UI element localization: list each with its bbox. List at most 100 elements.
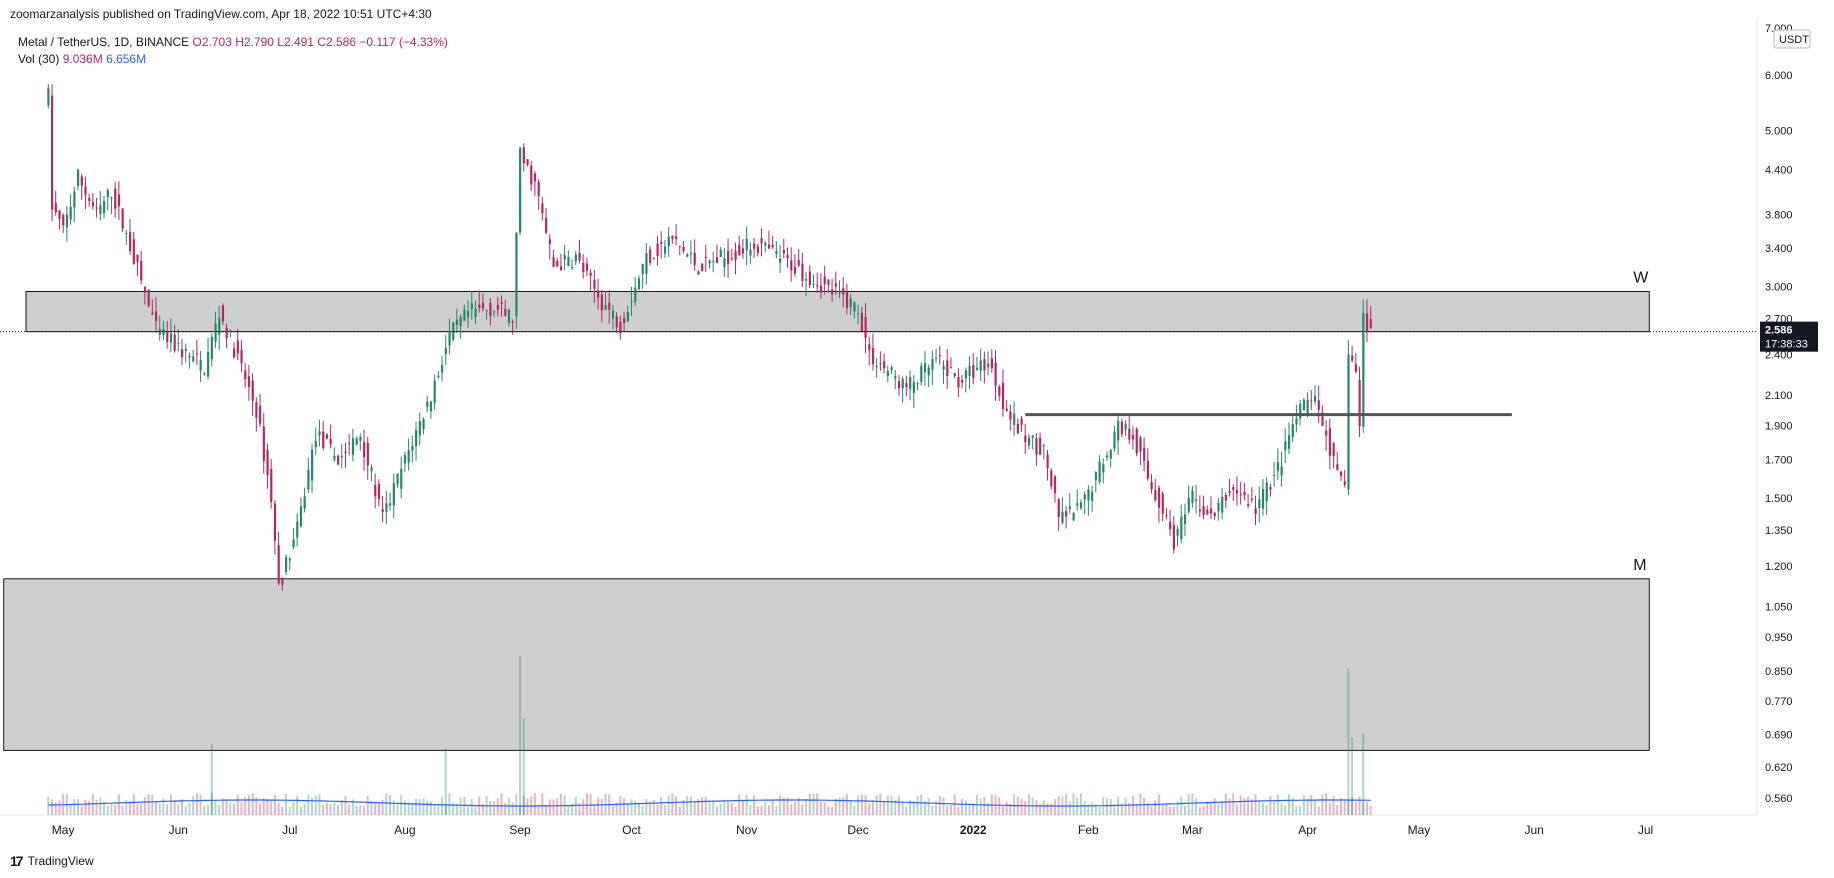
volume-bar: [938, 795, 941, 815]
volume-bar: [299, 806, 302, 815]
candle-body: [236, 340, 239, 354]
volume-bar: [968, 804, 971, 815]
candle-body: [522, 147, 525, 164]
volume-bar: [1180, 796, 1183, 815]
candle-body: [348, 442, 351, 444]
candle-body: [184, 348, 187, 351]
candle-body: [121, 208, 124, 229]
candle-body: [894, 376, 897, 379]
volume-bar: [905, 806, 908, 815]
candle-body: [723, 258, 726, 268]
candle-body: [500, 302, 503, 304]
candle-body: [1206, 509, 1209, 515]
volume-bar: [1053, 799, 1056, 815]
candle-body: [1113, 431, 1116, 449]
candle-body: [1013, 413, 1016, 426]
volume-bar: [552, 799, 555, 815]
volume-bar: [1128, 803, 1131, 815]
candle-body: [463, 309, 466, 321]
volume-bar: [845, 793, 848, 815]
volume-bar: [972, 804, 975, 815]
candle-body: [188, 355, 191, 358]
volume-bar: [1150, 805, 1153, 815]
volume-bar: [1228, 798, 1231, 815]
volume-bar: [1221, 801, 1224, 815]
candle-body: [88, 197, 91, 201]
candle-body: [444, 347, 447, 355]
volume-bar: [823, 802, 826, 815]
volume-bar: [935, 801, 938, 815]
candle-body: [864, 316, 867, 338]
candle-body: [1317, 400, 1320, 410]
candle-body: [1239, 494, 1242, 496]
candle-body: [62, 215, 65, 226]
volume-bar: [363, 806, 366, 815]
candle-body: [916, 383, 919, 385]
volume-bar: [957, 806, 960, 815]
volume-bar: [730, 802, 733, 815]
price-tick-label: 0.770: [1765, 696, 1793, 708]
candle-body: [623, 318, 626, 323]
candle-body: [1035, 438, 1038, 455]
candle-body: [585, 263, 589, 271]
symbol-label[interactable]: Metal / TetherUS, 1D, BINANCE: [18, 35, 190, 49]
volume-bar: [656, 805, 659, 815]
volume-bar: [158, 803, 161, 815]
candle-body: [741, 248, 745, 254]
volume-bar: [1169, 806, 1172, 815]
candle-body: [103, 201, 106, 214]
candle-body: [470, 303, 473, 310]
candle-body: [314, 441, 317, 448]
candle-body: [556, 260, 559, 267]
candle-body: [1328, 428, 1332, 456]
volume-bar: [522, 795, 525, 815]
candle-body: [1061, 511, 1064, 523]
candle-body: [779, 258, 782, 263]
volume-bar: [470, 799, 473, 815]
volume-bar: [1235, 804, 1238, 815]
volume-bar: [1354, 802, 1357, 815]
volume-bar: [1265, 804, 1268, 815]
candle-body: [571, 267, 574, 269]
candle-body: [1102, 464, 1105, 473]
volume-bar: [236, 795, 239, 815]
candle-body: [1120, 421, 1124, 434]
volume-bar: [203, 805, 206, 815]
volume-bar: [88, 801, 91, 815]
candle-body: [953, 373, 956, 376]
change-value: −0.117 (−4.33%): [359, 35, 448, 49]
candle-body: [381, 509, 384, 512]
volume-bar: [1243, 797, 1246, 815]
candle-body: [1258, 499, 1261, 509]
price-tick-label: 2.100: [1765, 390, 1793, 402]
candle-body: [935, 357, 938, 359]
candle-body: [474, 308, 477, 318]
candle-body: [957, 377, 960, 388]
volume-bar: [459, 797, 462, 815]
price-tick-label: 1.900: [1765, 421, 1793, 433]
volume-bar: [734, 806, 737, 815]
volume-bar: [288, 806, 291, 815]
volume-bar: [481, 803, 484, 815]
volume-bar: [548, 799, 551, 815]
candle-body: [626, 312, 629, 322]
volume-bar: [786, 797, 789, 815]
time-tick-label: Oct: [622, 823, 641, 837]
volume-label[interactable]: Vol (30): [18, 52, 60, 66]
candle-body: [359, 436, 362, 441]
volume-bar: [1213, 798, 1216, 815]
candle-body: [975, 367, 979, 370]
volume-bar: [1269, 796, 1272, 815]
volume-bar: [418, 799, 421, 815]
candle-body: [311, 449, 314, 481]
volume-bar: [1120, 804, 1123, 815]
volume-bar: [637, 803, 640, 815]
volume-bar: [515, 794, 518, 815]
candle-body: [203, 373, 206, 375]
candle-body: [1176, 528, 1179, 536]
candle-body: [730, 258, 733, 260]
candle-body: [548, 239, 551, 244]
volume-bar: [630, 799, 633, 815]
volume-bar: [816, 793, 819, 815]
